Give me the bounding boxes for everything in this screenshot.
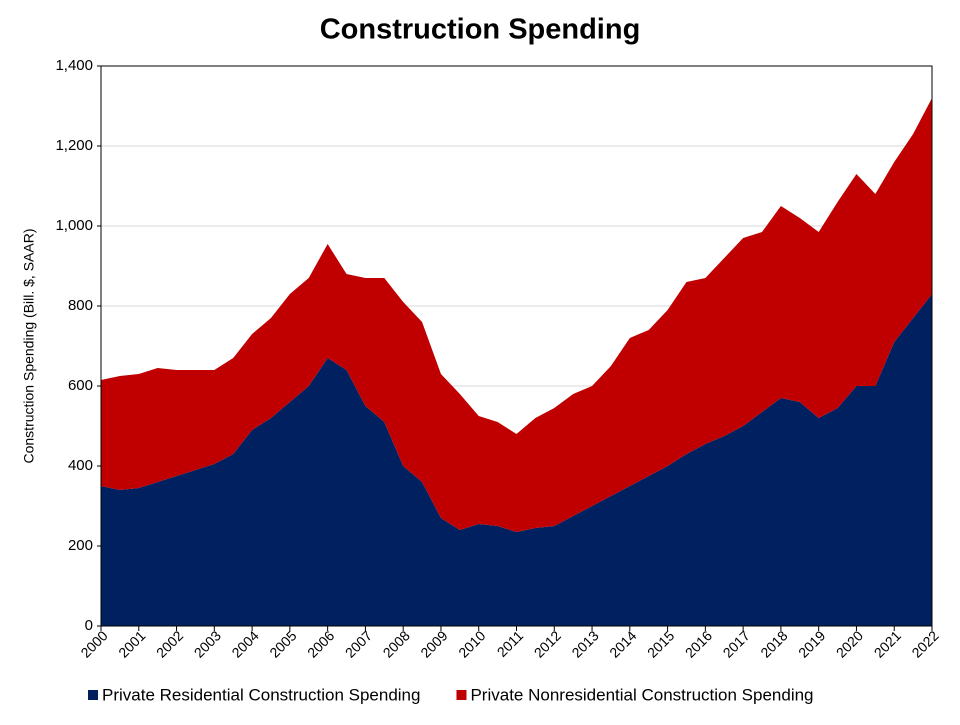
y-tick-label: 1,000 (55, 217, 93, 234)
x-tick-label: 2002 (153, 627, 186, 660)
x-tick-label: 2011 (494, 627, 527, 660)
x-tick-label: 2021 (871, 627, 904, 660)
legend-label: Private Nonresidential Construction Spen… (470, 685, 813, 704)
x-tick-label: 2019 (795, 627, 828, 660)
x-tick-label: 2009 (417, 627, 450, 660)
x-tick-label: 2022 (908, 627, 941, 660)
x-tick-label: 2015 (644, 627, 677, 660)
x-tick-label: 2008 (380, 627, 413, 660)
legend-swatch (88, 690, 98, 700)
legend-swatch (456, 690, 467, 700)
y-tick-label: 0 (85, 617, 93, 634)
y-tick-label: 200 (68, 537, 93, 554)
y-tick-label: 800 (68, 297, 93, 314)
x-tick-label: 2003 (191, 627, 224, 660)
legend-label: Private Residential Construction Spendin… (102, 685, 420, 704)
area (101, 98, 932, 532)
x-tick-label: 2006 (304, 627, 337, 660)
chart-title: Construction Spending (320, 14, 641, 46)
y-axis-label: Construction Spending (Bill. $, SAAR) (21, 229, 37, 464)
x-tick-label: 2000 (77, 627, 110, 660)
x-tick-label: 2012 (531, 627, 564, 660)
x-tick-label: 2016 (682, 627, 715, 660)
x-tick-label: 2005 (266, 627, 299, 660)
y-tick-label: 400 (68, 457, 93, 474)
x-tick-label: 2004 (228, 627, 261, 660)
y-tick-label: 1,200 (55, 137, 93, 154)
x-tick-label: 2020 (833, 627, 866, 660)
area (101, 294, 932, 626)
x-tick-label: 2013 (568, 627, 601, 660)
y-tick-label: 600 (68, 377, 93, 394)
x-tick-label: 2018 (757, 627, 790, 660)
y-tick-label: 1,400 (55, 57, 93, 74)
x-tick-label: 2001 (115, 627, 148, 660)
x-tick-label: 2010 (455, 627, 488, 660)
x-tick-label: 2007 (342, 627, 375, 660)
x-tick-label: 2014 (606, 627, 639, 660)
x-tick-label: 2017 (720, 627, 753, 660)
